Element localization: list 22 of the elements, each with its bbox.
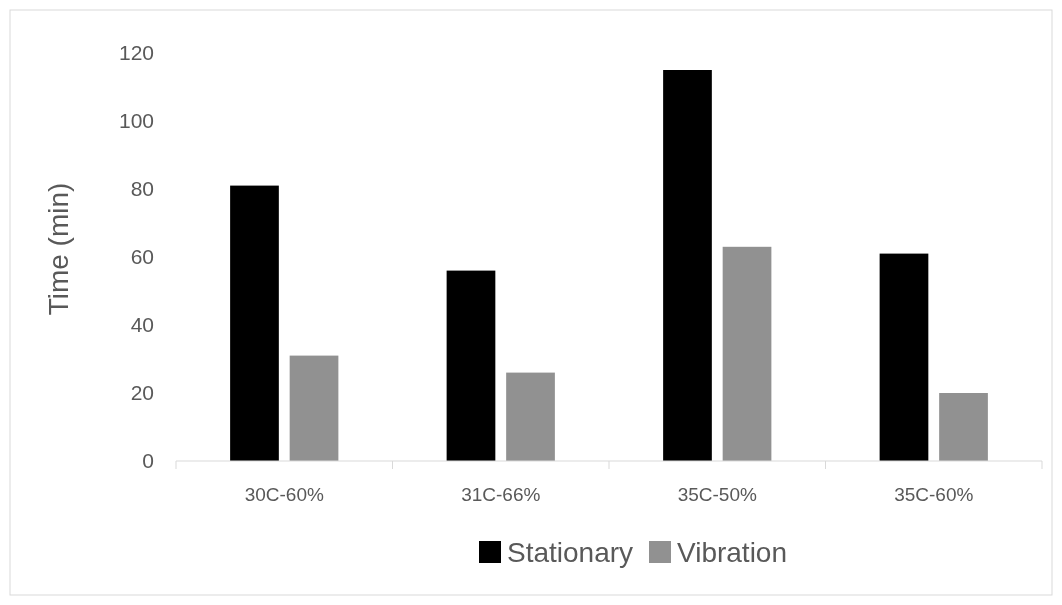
- y-tick-label: 100: [118, 109, 154, 133]
- y-tick-label: 80: [130, 177, 154, 201]
- y-tick-label: 60: [130, 245, 154, 269]
- legend-label: Vibration: [677, 536, 788, 568]
- bar: [506, 372, 555, 461]
- bar: [230, 185, 279, 461]
- bar: [446, 270, 496, 461]
- x-tick-label: 31C-66%: [461, 484, 541, 505]
- bar: [879, 253, 929, 461]
- y-tick-label: 40: [130, 313, 154, 337]
- y-tick-label: 0: [142, 449, 154, 473]
- x-tick-label: 30C-60%: [244, 484, 324, 505]
- bar: [939, 393, 988, 461]
- bar: [289, 355, 339, 461]
- bar: [663, 70, 712, 461]
- x-tick-label: 35C-60%: [894, 484, 974, 505]
- legend-label: Stationary: [507, 536, 634, 568]
- bar: [722, 246, 772, 461]
- y-tick-label: 20: [130, 381, 154, 405]
- x-tick-label: 35C-50%: [677, 484, 757, 505]
- y-axis-title: Time (min): [43, 182, 74, 316]
- y-tick-label: 120: [118, 41, 154, 65]
